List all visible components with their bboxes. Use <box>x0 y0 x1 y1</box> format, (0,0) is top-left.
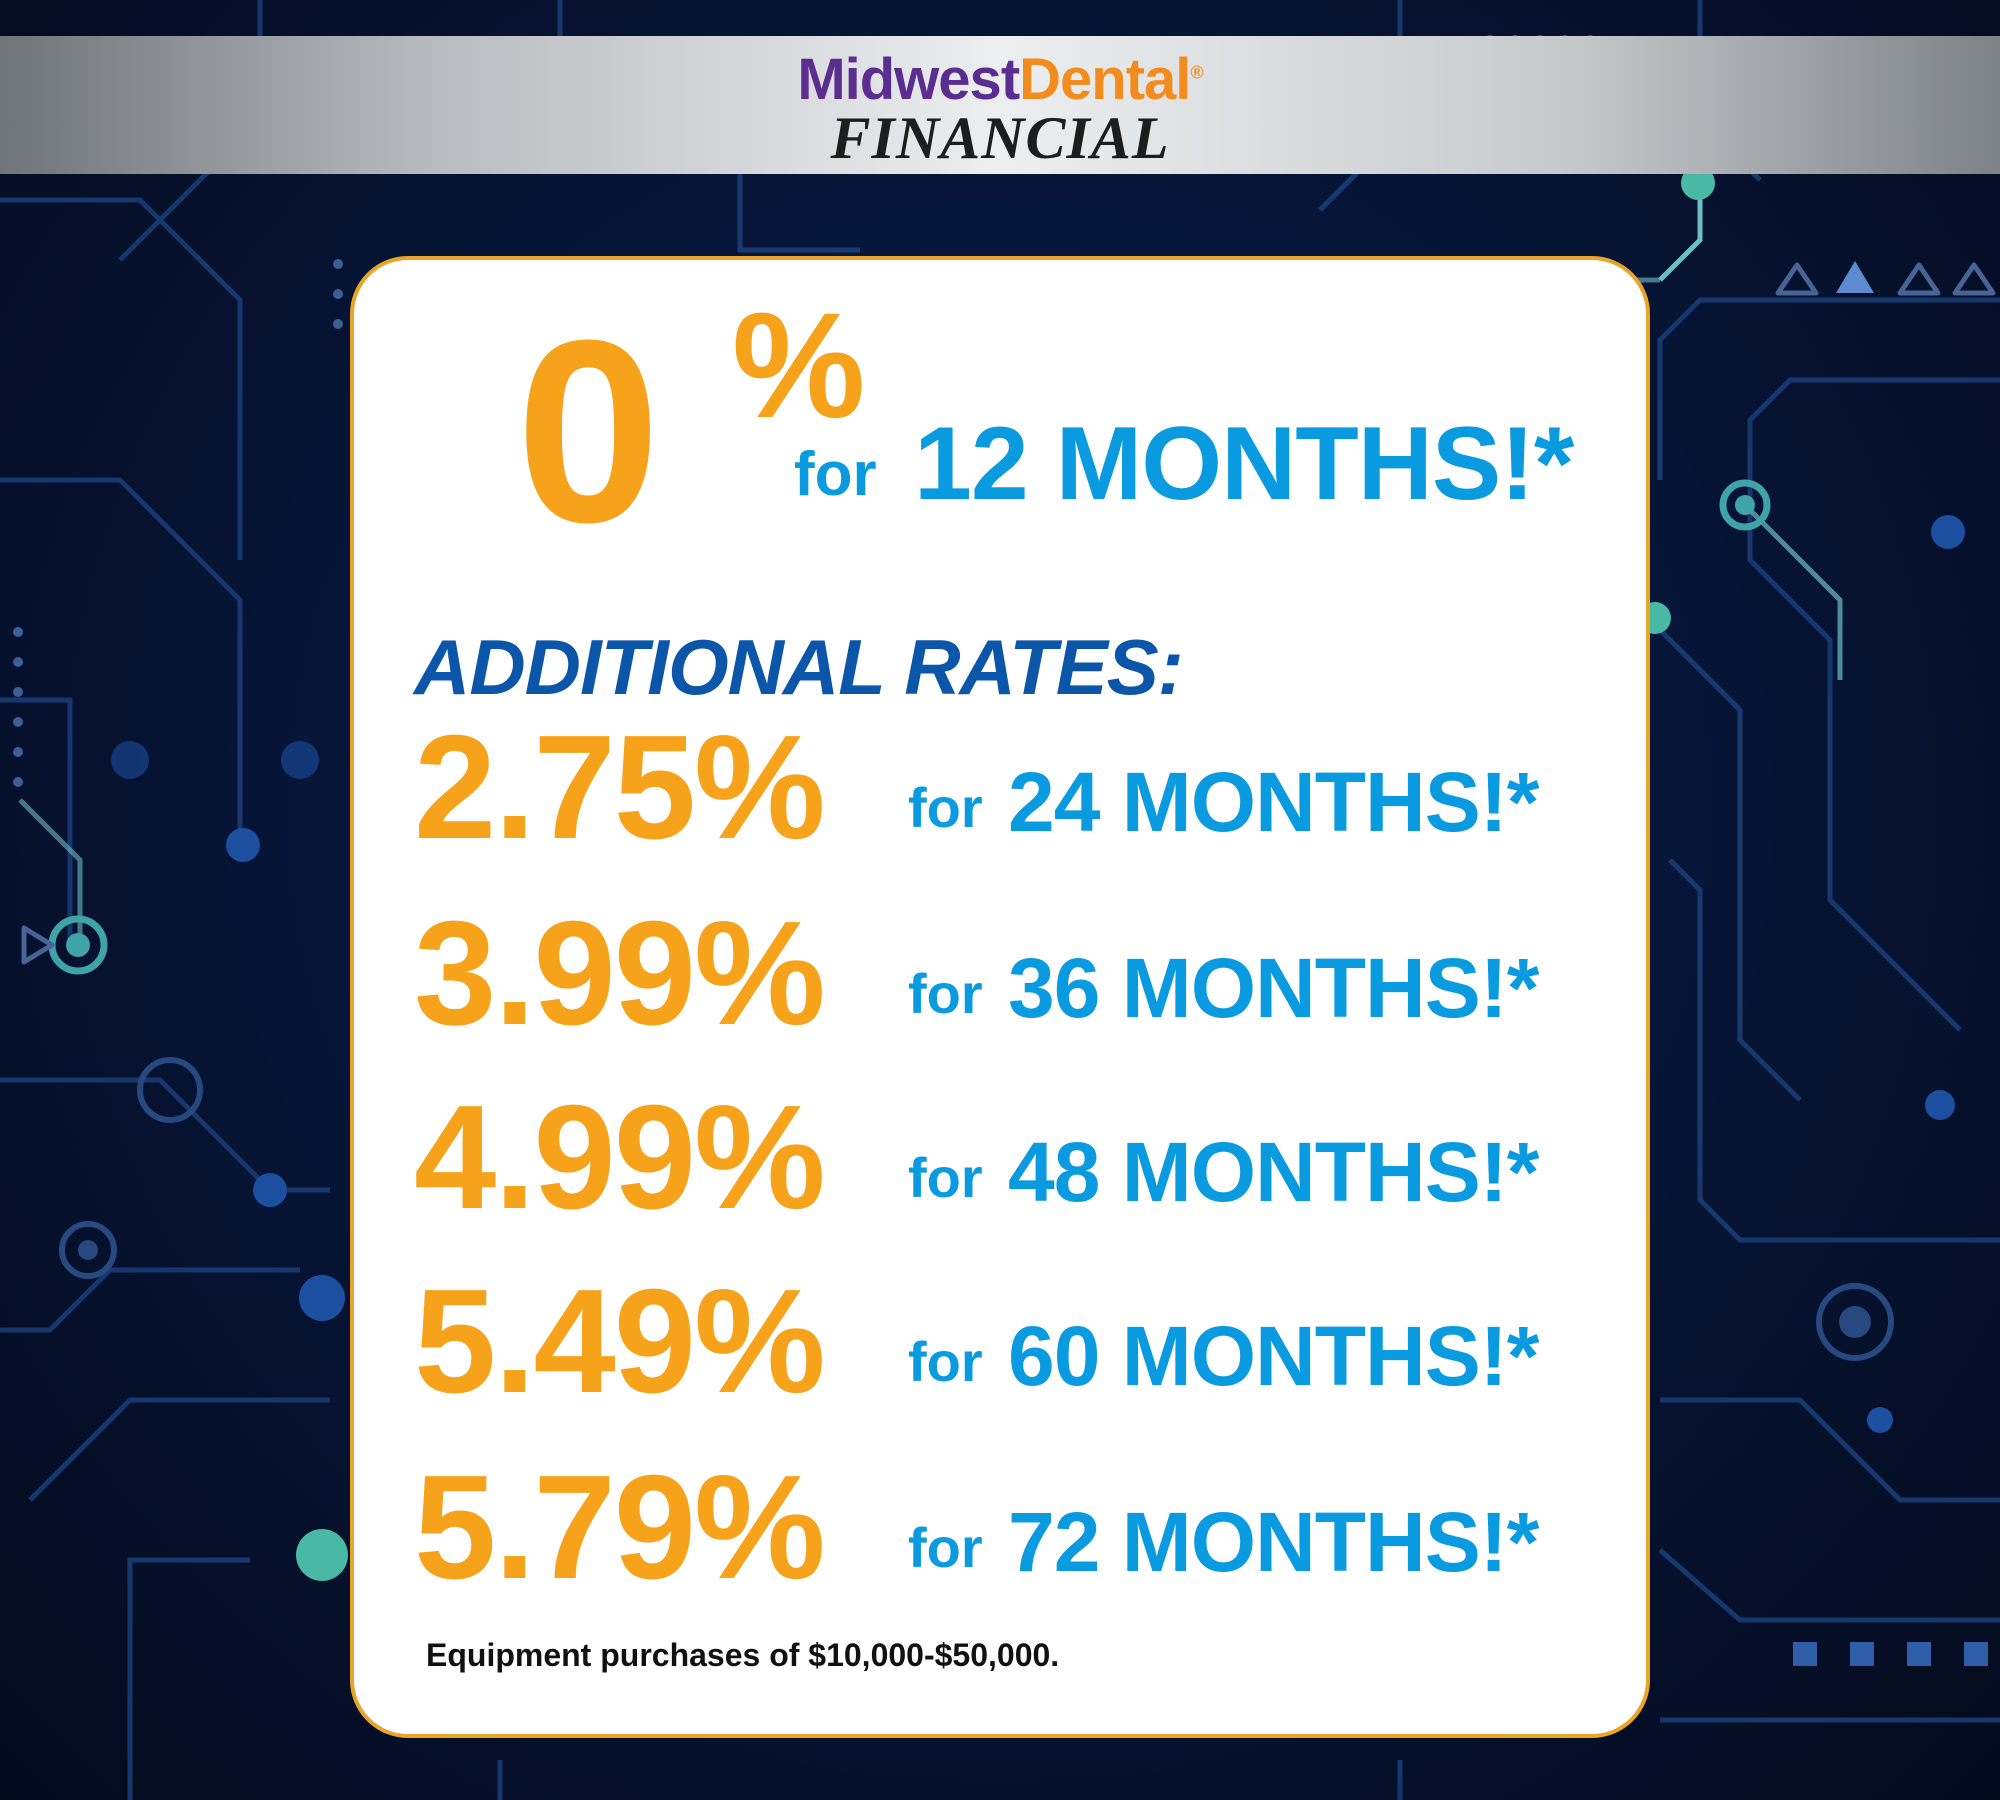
rate-term: 60 MONTHS!* <box>1008 1309 1539 1403</box>
rate-term: 72 MONTHS!* <box>1008 1495 1539 1589</box>
rate-for: for <box>908 776 983 839</box>
rate-term: 24 MONTHS!* <box>1008 755 1539 849</box>
rate-row: 5.79% for 72 MONTHS!* <box>414 1454 1614 1614</box>
rate-row: 3.99% for 36 MONTHS!* <box>414 900 1614 1060</box>
rate-for: for <box>908 1330 983 1393</box>
headline-for: for <box>794 440 877 509</box>
brand-name-midwest: Midwest <box>797 47 1020 112</box>
rate-value: 2.75% <box>414 705 826 870</box>
rate-for: for <box>908 962 983 1025</box>
rate-value: 4.99% <box>414 1075 826 1240</box>
rate-row: 4.99% for 48 MONTHS!* <box>414 1084 1614 1244</box>
rate-term: 48 MONTHS!* <box>1008 1125 1539 1219</box>
registered-mark: ® <box>1190 62 1203 83</box>
rates-card: 0 % for 12 MONTHS!* ADDITIONAL RATES: 2.… <box>350 256 1650 1738</box>
brand-subtitle: FINANCIAL <box>830 105 1170 171</box>
brand-name-dental: Dental <box>1019 47 1191 112</box>
brand-logo: MidwestDental® <box>0 46 2000 113</box>
rate-value: 3.99% <box>414 891 826 1056</box>
footnote: Equipment purchases of $10,000-$50,000. <box>426 1637 1060 1673</box>
headline-rate: 0 <box>516 287 661 577</box>
rate-term: 36 MONTHS!* <box>1008 941 1539 1035</box>
rate-for: for <box>908 1146 983 1209</box>
rate-row: 5.49% for 60 MONTHS!* <box>414 1268 1614 1428</box>
rate-for: for <box>908 1516 983 1579</box>
rate-value: 5.49% <box>414 1259 826 1424</box>
additional-rates-heading: ADDITIONAL RATES: <box>414 623 1184 711</box>
rate-value: 5.79% <box>414 1445 826 1610</box>
headline-term: 12 MONTHS!* <box>914 406 1574 522</box>
headline-percent: % <box>732 281 866 449</box>
rate-row: 2.75% for 24 MONTHS!* <box>414 714 1614 874</box>
header-bar <box>0 36 2000 174</box>
